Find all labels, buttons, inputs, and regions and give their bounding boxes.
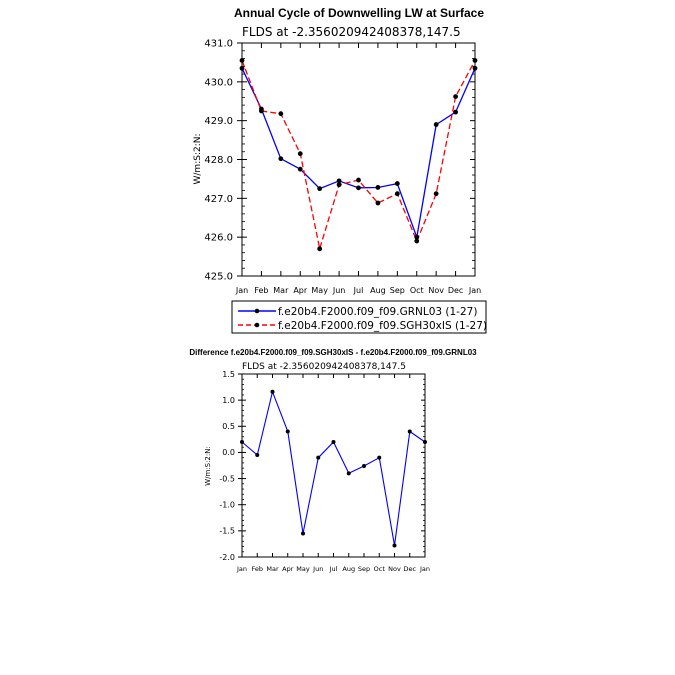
data-point (316, 455, 321, 460)
x-tick-label: Nov (428, 286, 444, 295)
data-point (239, 58, 245, 63)
data-point (255, 453, 260, 458)
legend-label-sgh30xis: f.e20b4.F2000.f09_f09.SGH30xIS (1-27) (278, 320, 487, 332)
series-line-1-1 (241, 67, 476, 240)
data-point (270, 389, 275, 394)
y-tick-label: -0.5 (219, 474, 235, 483)
series-line-2-1 (241, 389, 426, 546)
x-tick-label: May (296, 565, 310, 573)
data-point (301, 531, 305, 536)
x-tick-label: Jan (236, 565, 247, 573)
data-point (317, 186, 323, 192)
series-line-1-2 (241, 60, 476, 249)
data-point (453, 109, 458, 115)
difference-chart: Difference f.e20b4.F2000.f09_f09.SGH30xI… (189, 348, 477, 573)
x-tick-label: Sep (358, 565, 370, 573)
data-point (362, 464, 366, 469)
data-point (356, 177, 361, 183)
legend-label-grnl03: f.e20b4.F2000.f09_f09.GRNL03 (1-27) (278, 306, 477, 318)
legend-marker-sgh30xis (254, 322, 260, 328)
legend-box (231, 300, 487, 334)
x-tick-label: Aug (370, 286, 386, 295)
x-tick-label: Oct (410, 286, 424, 295)
data-point (414, 238, 420, 244)
chart1-legend: f.e20b4.F2000.f09_f09.GRNL03 (1-27) f.e2… (231, 300, 487, 334)
x-tick-label: Jan (419, 565, 430, 573)
data-point (394, 181, 400, 186)
y-tick-label: 1.5 (222, 370, 235, 379)
y-tick-label: 431.0 (204, 39, 233, 50)
y-tick-label: 426.0 (204, 233, 233, 244)
data-point (346, 471, 351, 476)
y-tick-label: 428.0 (204, 155, 233, 166)
x-tick-label: Sep (390, 286, 405, 295)
y-tick-label: 1.0 (222, 396, 235, 405)
data-point (240, 439, 244, 444)
data-point (317, 246, 323, 252)
x-tick-label: Jun (312, 565, 323, 573)
data-point (259, 108, 264, 114)
x-tick-label: Jan (235, 286, 248, 295)
y-tick-label: 425.0 (204, 272, 233, 283)
data-point (414, 234, 420, 240)
x-tick-label: Oct (374, 565, 386, 573)
data-point (375, 185, 381, 190)
data-point (239, 65, 245, 71)
data-point (278, 111, 284, 117)
x-tick-label: Aug (342, 565, 355, 573)
x-tick-label: Jul (353, 286, 364, 295)
data-point (394, 191, 400, 197)
y-tick-label: 0.0 (222, 448, 235, 457)
data-point (392, 543, 397, 548)
x-tick-label: Mar (266, 565, 279, 573)
chart2-plot-frame (241, 373, 426, 558)
data-point (377, 455, 382, 460)
x-tick-label: Jan (468, 286, 481, 295)
x-tick-label: Jul (329, 565, 338, 573)
x-tick-label: Jun (332, 286, 346, 295)
data-point (297, 166, 303, 172)
x-tick-label: May (311, 286, 328, 295)
chart2-ylabel: W/m:S:2:N: (204, 446, 212, 486)
y-tick-label: 427.0 (204, 194, 233, 205)
data-point (356, 185, 361, 191)
chart1-ylabel: W/m:S:2:N: (193, 134, 203, 185)
y-tick-label: -2.0 (219, 553, 235, 562)
data-point (472, 65, 478, 71)
chart1-plot-frame (241, 42, 476, 277)
x-tick-label: Feb (254, 286, 268, 295)
x-tick-label: Dec (403, 565, 416, 573)
y-tick-label: 0.5 (222, 422, 235, 431)
x-tick-label: Dec (448, 286, 463, 295)
data-point (453, 94, 458, 99)
x-tick-label: Mar (273, 286, 289, 295)
data-point (433, 122, 439, 127)
data-point (423, 439, 427, 444)
chart1-subtitle: FLDS at -2.356020942408378,147.5 (242, 25, 461, 39)
y-tick-label: 429.0 (204, 116, 233, 127)
chart2-title: Difference f.e20b4.F2000.f09_f09.SGH30xI… (189, 348, 477, 357)
annual-cycle-chart: Annual Cycle of Downwelling LW at Surfac… (193, 6, 487, 334)
data-point (336, 178, 342, 184)
x-tick-label: Feb (251, 565, 263, 573)
data-point (331, 439, 336, 444)
x-tick-label: Apr (293, 286, 308, 295)
data-point (433, 191, 439, 197)
y-tick-label: -1.5 (219, 527, 235, 536)
y-tick-label: 430.0 (204, 77, 233, 88)
data-point (285, 429, 290, 434)
data-point (472, 58, 478, 63)
chart2-subtitle: FLDS at -2.356020942408378,147.5 (242, 362, 406, 372)
data-point (336, 182, 342, 188)
chart1-title: Annual Cycle of Downwelling LW at Surfac… (234, 6, 484, 20)
legend-marker-grnl03 (254, 308, 260, 314)
data-point (407, 429, 412, 434)
x-tick-label: Apr (282, 565, 294, 573)
data-point (297, 151, 303, 157)
x-tick-label: Nov (388, 565, 401, 573)
y-tick-label: -1.0 (219, 501, 235, 510)
data-point (278, 156, 284, 162)
data-point (375, 200, 381, 206)
